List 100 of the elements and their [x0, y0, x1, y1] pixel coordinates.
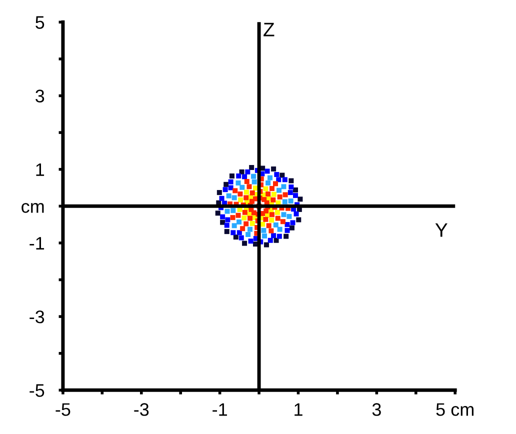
- point: [236, 219, 242, 224]
- point: [289, 225, 294, 230]
- point: [271, 192, 276, 197]
- y-tick-label: -5: [30, 384, 44, 397]
- point: [284, 222, 290, 228]
- point: [284, 234, 289, 239]
- point: [238, 192, 243, 197]
- point: [229, 173, 234, 178]
- point: [216, 190, 222, 196]
- point: [238, 197, 244, 202]
- point: [282, 177, 288, 182]
- point: [232, 195, 237, 200]
- x-tick-label: -3: [134, 403, 149, 416]
- y-tick-label: cm: [22, 202, 44, 213]
- point: [232, 188, 238, 194]
- point: [284, 228, 290, 233]
- point: [236, 173, 242, 178]
- point: [274, 238, 279, 243]
- point: [288, 190, 293, 196]
- point: [293, 192, 298, 198]
- point: [236, 230, 242, 236]
- x-tick-label: -5: [56, 403, 70, 416]
- point: [245, 169, 250, 174]
- point: [276, 177, 282, 182]
- point: [276, 188, 282, 193]
- y-tick-label: 1: [36, 163, 44, 176]
- point: [281, 212, 286, 218]
- point: [273, 222, 278, 228]
- point: [264, 242, 269, 248]
- point: [262, 233, 268, 238]
- point: [238, 235, 244, 240]
- y-tick-label: -1: [30, 237, 44, 250]
- point: [228, 185, 234, 190]
- point: [246, 232, 251, 237]
- point: [248, 226, 253, 232]
- point: [248, 216, 253, 221]
- point: [230, 230, 236, 236]
- point: [236, 180, 241, 186]
- point: [268, 238, 273, 243]
- point: [220, 214, 226, 220]
- x-tick-label: 1: [294, 403, 302, 416]
- point: [242, 215, 247, 220]
- point: [298, 196, 303, 202]
- x-tick-label: 3: [372, 403, 381, 416]
- point: [228, 179, 234, 184]
- point: [242, 174, 248, 180]
- point: [251, 174, 256, 179]
- point: [240, 184, 245, 190]
- point: [288, 198, 294, 204]
- point: [269, 218, 274, 223]
- point: [270, 197, 276, 202]
- point: [250, 220, 255, 226]
- point: [274, 210, 280, 215]
- point: [296, 217, 302, 222]
- point: [236, 212, 241, 218]
- point: [224, 229, 230, 234]
- ref-line-label: Y: [435, 223, 448, 237]
- point: [266, 192, 271, 197]
- y-tick-label: -3: [30, 310, 44, 324]
- ref-line-label: Z: [264, 22, 274, 36]
- x-tick-label: -1: [212, 403, 227, 416]
- point: [263, 186, 268, 192]
- point: [286, 214, 292, 219]
- point: [224, 182, 229, 187]
- point: [293, 187, 298, 192]
- point: [271, 166, 276, 172]
- point: [248, 238, 254, 244]
- point: [273, 181, 278, 186]
- point: [269, 186, 274, 191]
- point: [246, 184, 252, 190]
- point: [240, 226, 246, 232]
- point: [250, 190, 255, 196]
- point: [244, 190, 249, 195]
- point: [263, 216, 268, 222]
- point: [266, 223, 272, 228]
- point: [274, 172, 280, 177]
- point: [244, 195, 249, 200]
- point: [288, 178, 294, 184]
- point: [249, 165, 254, 170]
- point: [222, 187, 228, 192]
- point: [281, 184, 286, 190]
- point: [230, 215, 236, 220]
- point: [269, 212, 274, 218]
- point: [242, 210, 248, 215]
- point: [290, 220, 296, 226]
- point: [280, 172, 285, 178]
- point: [225, 217, 230, 222]
- point: [277, 226, 282, 232]
- point: [288, 184, 294, 190]
- point: [264, 168, 270, 174]
- y-tick-label: 5: [36, 16, 44, 29]
- point: [276, 234, 282, 239]
- point: [219, 196, 224, 201]
- point: [294, 211, 299, 216]
- point: [268, 175, 273, 180]
- point: [266, 180, 271, 186]
- point: [215, 210, 220, 216]
- point: [230, 208, 236, 214]
- point: [268, 228, 274, 234]
- x-tick-label: 5 cm: [436, 403, 474, 416]
